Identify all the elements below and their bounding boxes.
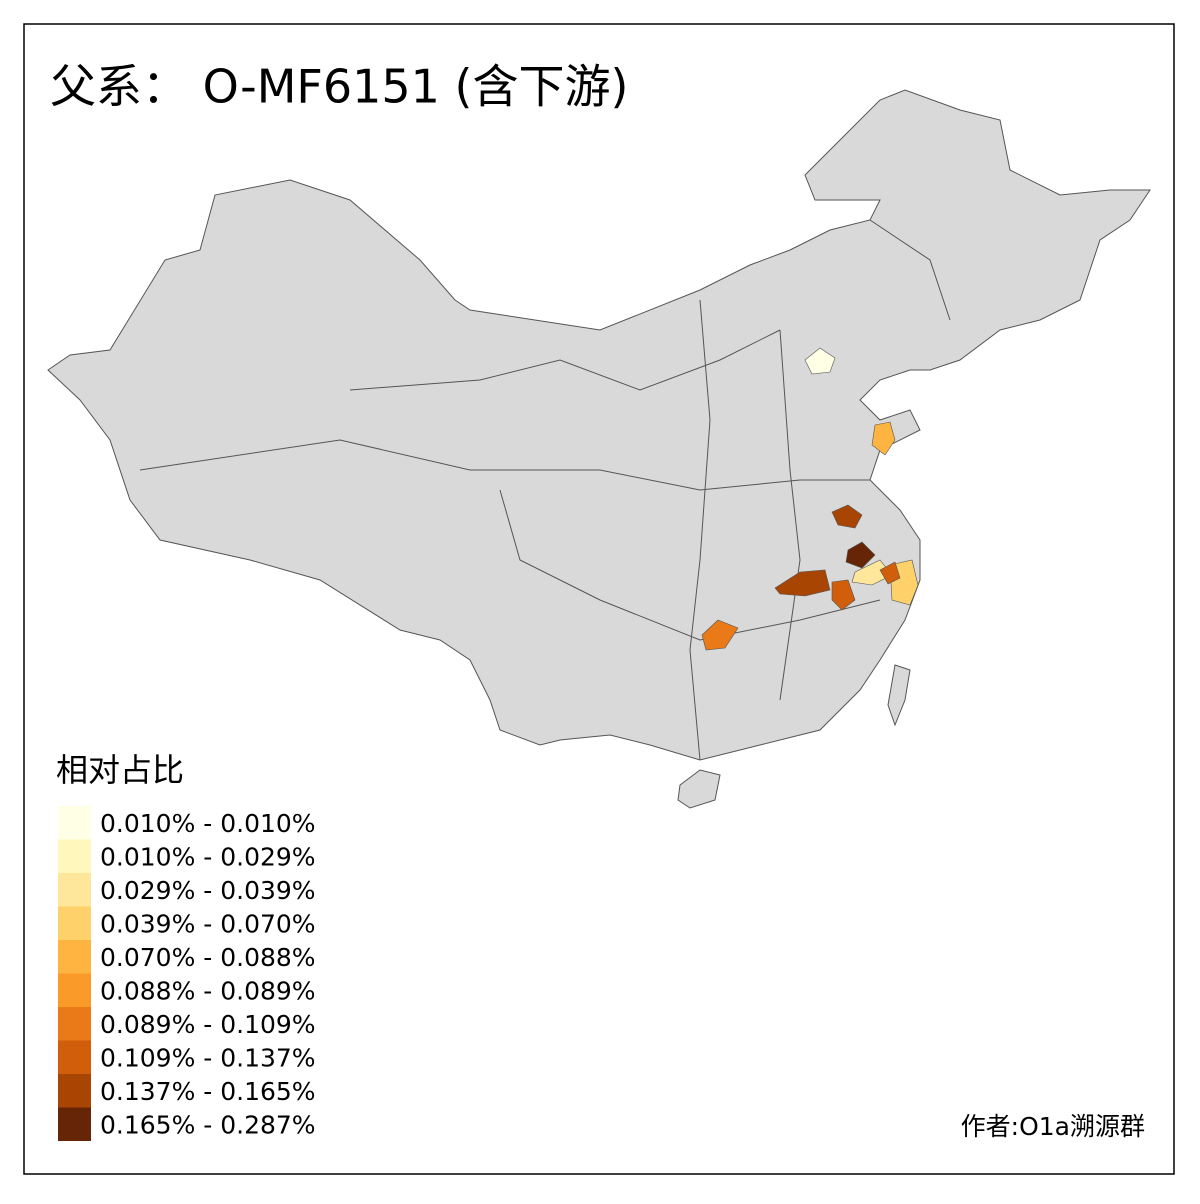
legend-label: 0.029% - 0.039% <box>100 876 316 905</box>
country-outline <box>47 89 1151 761</box>
province-borders <box>139 219 951 761</box>
legend-swatch <box>58 839 91 873</box>
legend-swatch <box>58 806 91 840</box>
legend-swatch <box>58 1107 91 1141</box>
legend-label: 0.039% - 0.070% <box>100 909 316 938</box>
legend: 0.010% - 0.010% 0.010% - 0.029% 0.029% - 0… <box>58 806 316 1141</box>
credit: 作者:O1a溯源群 <box>961 1112 1145 1141</box>
legend-label: 0.088% - 0.089% <box>100 976 316 1005</box>
legend-swatch <box>58 906 91 940</box>
legend-swatch <box>58 940 91 974</box>
map <box>47 89 1151 809</box>
legend-swatch <box>58 1074 91 1108</box>
legend-swatch <box>58 873 91 907</box>
legend-label: 0.137% - 0.165% <box>100 1077 316 1106</box>
hainan <box>677 769 721 809</box>
legend-label: 0.010% - 0.010% <box>100 809 316 838</box>
legend-title: 相对占比 <box>56 751 184 789</box>
regions <box>701 347 919 651</box>
legend-label: 0.109% - 0.137% <box>100 1043 316 1072</box>
legend-label: 0.070% - 0.088% <box>100 943 316 972</box>
legend-label: 0.089% - 0.109% <box>100 1010 316 1039</box>
legend-label: 0.010% - 0.029% <box>100 842 316 871</box>
legend-swatch <box>58 1007 91 1041</box>
title: 父系： O-MF6151 (含下游) <box>50 60 628 114</box>
taiwan <box>887 664 911 727</box>
legend-swatch <box>58 973 91 1007</box>
legend-label: 0.165% - 0.287% <box>100 1110 316 1139</box>
legend-swatch <box>58 1040 91 1074</box>
